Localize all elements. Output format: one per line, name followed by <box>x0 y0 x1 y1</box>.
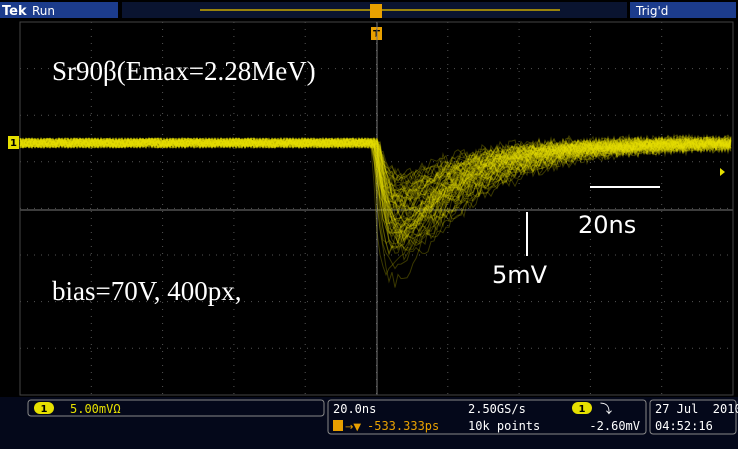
volt-scale-label: 5mV <box>492 261 548 289</box>
time: 04:52:16 <box>655 419 713 433</box>
trigger-channel-label: 1 <box>579 404 586 415</box>
position-marker <box>333 420 343 431</box>
channel-marker-label: 1 <box>10 138 17 149</box>
channel-badge-label: 1 <box>41 404 48 415</box>
position-arrow: →▼ <box>345 422 361 433</box>
trigger-slope: ⤵ <box>600 402 612 416</box>
position: -533.333ps <box>367 419 439 433</box>
trigger-position-marker <box>370 4 382 18</box>
oscilloscope-screen: Tek Run Trig'd T 1 Sr90β(Emax=2.28MeV) b… <box>0 0 751 449</box>
trigger-state: Trig'd <box>635 4 668 18</box>
sample-rate: 2.50GS/s <box>468 402 526 416</box>
trigger-level: -2.60mV <box>589 419 640 433</box>
time-per-div: 20.0ns <box>333 402 376 416</box>
volts-per-div: 5.00mVΩ <box>70 402 121 416</box>
source-label: Sr90β(Emax=2.28MeV) <box>52 56 316 86</box>
bias-label: bias=70V, 400px, <box>52 276 242 306</box>
date: 27 Jul 2010 <box>655 402 742 416</box>
brand: Tek <box>2 4 27 19</box>
run-state: Run <box>32 4 55 18</box>
record-length: 10k points <box>468 419 540 433</box>
time-scale-label: 20ns <box>578 211 636 239</box>
margin <box>738 0 751 449</box>
